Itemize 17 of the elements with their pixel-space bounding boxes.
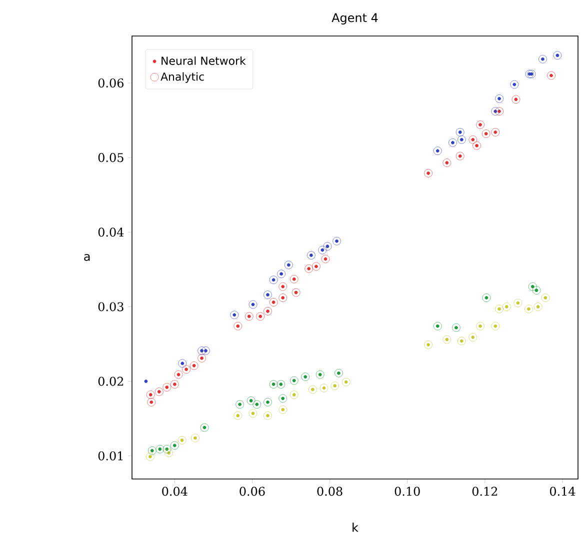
- x-tick-label: 0.04: [162, 486, 188, 496]
- x-tick-label: 0.12: [472, 486, 498, 496]
- y-tick-label: 0.05: [98, 153, 124, 162]
- y-tick-label: 0.04: [98, 228, 124, 237]
- x-tick-label: 0.06: [240, 486, 265, 496]
- y-axis-title: a: [84, 254, 90, 261]
- y-tick-label: 0.03: [98, 302, 124, 312]
- legend-label: Analytic: [160, 72, 204, 83]
- legend-label: Neural Network: [162, 56, 246, 65]
- x-tick-label: 0.14: [550, 486, 576, 496]
- chart-title: Agent 4: [332, 13, 378, 24]
- x-tick-label: 0.10: [394, 486, 420, 496]
- x-tick-label: 0.08: [317, 486, 342, 496]
- y-tick-label: 0.01: [98, 451, 123, 460]
- x-axis-title: k: [352, 522, 358, 532]
- y-tick-label: 0.06: [98, 78, 124, 88]
- y-tick-label: 0.02: [98, 376, 124, 386]
